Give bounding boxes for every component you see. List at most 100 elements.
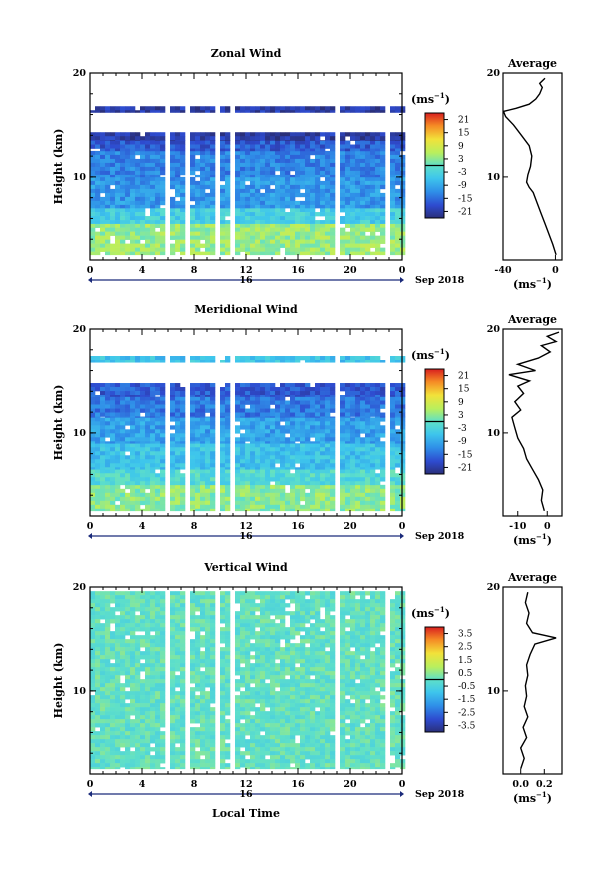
- heatmap-cell: [255, 451, 261, 456]
- heatmap-cell: [160, 459, 166, 464]
- heatmap-cell: [110, 477, 116, 482]
- heatmap-cell: [390, 615, 396, 620]
- heatmap-cell: [310, 174, 316, 178]
- heatmap-cell: [290, 106, 296, 111]
- heatmap-cell: [340, 176, 346, 182]
- heatmap-cell: [225, 136, 231, 141]
- heatmap-cell: [325, 231, 331, 236]
- heatmap-cell: [135, 484, 141, 490]
- heatmap-cell: [95, 441, 101, 444]
- heatmap-cell: [360, 599, 366, 604]
- heatmap-cell: [390, 500, 396, 506]
- heatmap-cell: [370, 200, 376, 206]
- heatmap-cell: [310, 144, 316, 149]
- heatmap-cell: [155, 162, 161, 168]
- heatmap-cell: [315, 412, 321, 417]
- heatmap-cell: [195, 243, 201, 248]
- heatmap-cell: [190, 247, 196, 252]
- heatmap-cell: [90, 110, 96, 113]
- heatmap-cell: [195, 477, 201, 482]
- heatmap-cell: [280, 595, 286, 600]
- heatmap-cell: [200, 639, 206, 644]
- heatmap-cell: [380, 477, 386, 482]
- heatmap-cell: [90, 591, 96, 596]
- heatmap-cell: [320, 383, 326, 388]
- heatmap-cell: [270, 239, 276, 244]
- heatmap-cell: [375, 496, 381, 502]
- heatmap-cell: [130, 166, 136, 172]
- heatmap-cell: [260, 639, 266, 644]
- heatmap-cell: [195, 174, 201, 178]
- heatmap-cell: [305, 416, 311, 418]
- heatmap-cell: [315, 404, 321, 409]
- heatmap-cell: [180, 404, 186, 409]
- heatmap-cell: [310, 247, 316, 252]
- heatmap-cell: [190, 455, 196, 460]
- heatmap-cell: [260, 395, 266, 397]
- heatmap-cell: [100, 408, 106, 413]
- heatmap-cell: [255, 356, 261, 361]
- x-tick-label: 0: [399, 521, 406, 532]
- heatmap-cell: [260, 383, 266, 388]
- heatmap-cell: [135, 216, 141, 221]
- heatmap-cell: [220, 412, 226, 417]
- heatmap-cell: [355, 404, 361, 409]
- heatmap-cell: [190, 356, 196, 361]
- heatmap-cell: [355, 150, 361, 156]
- heatmap-cell: [310, 136, 316, 141]
- heatmap-cell: [105, 443, 111, 448]
- heatmap-cell: [145, 433, 151, 438]
- heatmap-cell: [340, 227, 346, 232]
- heatmap-cell: [175, 140, 181, 145]
- heatmap-cell: [380, 443, 386, 448]
- heatmap-cell: [375, 395, 381, 397]
- heatmap-cell: [350, 481, 356, 486]
- heatmap-cell: [110, 140, 116, 141]
- date-axis-end-marker: [400, 277, 404, 283]
- heatmap-cell: [180, 459, 186, 464]
- heatmap-cell: [155, 615, 161, 620]
- heatmap-cell: [310, 416, 316, 418]
- heatmap-cell: [115, 200, 121, 206]
- heatmap-cell: [295, 481, 301, 486]
- heatmap-cell: [390, 166, 396, 172]
- heatmap-cell: [255, 459, 261, 464]
- heatmap-cell: [370, 154, 376, 160]
- heatmap-cell: [280, 239, 286, 244]
- heatmap-cell: [240, 174, 246, 178]
- heatmap-cell: [125, 408, 131, 413]
- heatmap-cell: [260, 154, 266, 160]
- heatmap-cell: [285, 473, 291, 478]
- heatmap-cell: [350, 216, 356, 221]
- heatmap-cell: [90, 239, 96, 244]
- heatmap-cell: [345, 158, 351, 164]
- heatmap-cell: [150, 488, 156, 494]
- heatmap-cell: [195, 395, 201, 397]
- heatmap-cell: [90, 136, 96, 141]
- heatmap-cell: [135, 208, 141, 213]
- heatmap-cell: [360, 188, 366, 194]
- heatmap-cell: [190, 639, 196, 644]
- heatmap-cell: [225, 247, 231, 252]
- heatmap-cell: [355, 639, 361, 644]
- heatmap-cell: [210, 144, 216, 149]
- heatmap-cell: [360, 150, 366, 156]
- heatmap-cell: [400, 158, 406, 164]
- heatmap-cell: [140, 150, 146, 156]
- heatmap-cell: [250, 396, 256, 401]
- heatmap-cell: [130, 400, 136, 405]
- heatmap-cell: [380, 484, 386, 490]
- heatmap-cell: [315, 451, 321, 456]
- heatmap-cell: [150, 469, 156, 474]
- heatmap-cell: [95, 412, 101, 417]
- heatmap-cell: [195, 144, 201, 149]
- heatmap-cell: [135, 166, 141, 172]
- heatmap-cell: [225, 360, 231, 363]
- heatmap-cell: [205, 635, 211, 640]
- heatmap-cell: [340, 459, 346, 464]
- heatmap-cell: [115, 627, 121, 632]
- heatmap-cell: [300, 140, 306, 145]
- heatmap-cell: [295, 204, 301, 209]
- heatmap-cell: [350, 247, 356, 252]
- heatmap-cell: [175, 212, 181, 217]
